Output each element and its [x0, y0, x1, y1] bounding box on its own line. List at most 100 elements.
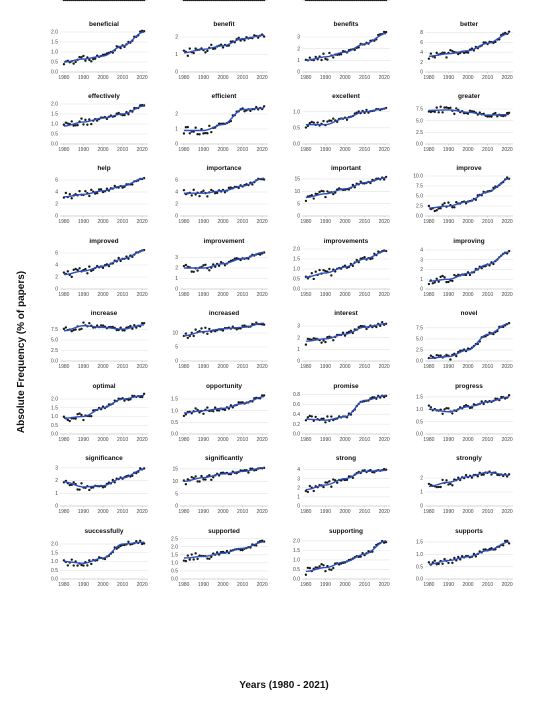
y-tick-label: 0.5 [171, 0, 178, 2]
data-point [70, 330, 73, 333]
y-tick-label: 1 [55, 0, 58, 2]
y-tick-label: 8 [420, 30, 423, 36]
data-point [99, 188, 103, 191]
x-tick-label: 2000 [462, 509, 473, 515]
data-point [437, 280, 440, 283]
data-point [135, 326, 138, 329]
x-tick-label: 1980 [178, 364, 189, 370]
data-point [243, 324, 246, 327]
data-point [357, 0, 360, 2]
y-tick-label: 1.0 [416, 407, 423, 413]
data-point [190, 194, 193, 197]
x-tick-label: 2020 [137, 292, 148, 298]
data-point [223, 408, 227, 412]
x-tick-label: 1980 [300, 582, 311, 588]
data-point [208, 269, 211, 272]
data-point [241, 548, 244, 552]
data-point [208, 0, 211, 2]
trend-line [305, 469, 387, 491]
data-point [131, 0, 134, 2]
x-tick-label: 2000 [97, 219, 108, 225]
data-point [332, 56, 335, 59]
data-point [82, 0, 85, 2]
x-tick-label: 2010 [117, 292, 128, 298]
data-point [84, 0, 87, 2]
panel-title: supporting [329, 528, 363, 535]
y-tick-label: 0.0 [51, 142, 58, 148]
y-tick-label: 0.5 [51, 423, 58, 429]
x-tick-label: 1980 [178, 75, 189, 81]
data-point [82, 54, 85, 58]
data-point [308, 484, 312, 488]
panel-title: increase [91, 310, 118, 317]
x-tick-label: 2010 [237, 292, 248, 298]
x-tick-label: 2000 [217, 75, 228, 81]
data-point [367, 0, 370, 2]
data-point [115, 45, 118, 48]
data-point [431, 282, 435, 285]
data-point [318, 268, 321, 272]
data-point [190, 0, 193, 2]
data-point [357, 110, 360, 113]
data-point [94, 57, 97, 60]
y-tick-label: 5.0 [416, 194, 423, 200]
x-tick-label: 1990 [198, 364, 209, 370]
data-point [88, 265, 91, 268]
x-tick-label: 2000 [97, 582, 108, 588]
data-point [453, 112, 456, 116]
x-tick-label: 2010 [359, 219, 370, 225]
data-point [123, 0, 126, 2]
panel-title: supported [208, 528, 240, 535]
data-point [371, 0, 374, 2]
panel-title: excellent [332, 93, 361, 100]
data-point [86, 272, 89, 275]
x-tick-label: 1980 [58, 75, 69, 81]
data-point [474, 555, 478, 558]
y-tick-label: 0.5 [293, 277, 300, 283]
data-point [345, 118, 349, 121]
x-tick-label: 1990 [78, 364, 89, 370]
data-point [192, 188, 195, 192]
x-tick-label: 2010 [237, 437, 248, 443]
data-point [121, 186, 124, 189]
data-point [445, 56, 448, 59]
data-point [451, 561, 454, 565]
y-tick-label: 1.5 [416, 395, 423, 401]
data-point [482, 548, 485, 551]
y-tick-label: 2 [55, 478, 58, 484]
y-tick-label: 15 [294, 0, 300, 2]
data-point [347, 0, 351, 2]
data-point [188, 132, 191, 135]
x-tick-label: 1980 [300, 219, 311, 225]
data-point [324, 195, 327, 199]
data-point [249, 467, 252, 470]
panel-greater: greater 0.0 2.5 5.0 7.5 1980 1990 2000 2010 2020 [416, 93, 513, 153]
x-tick-label: 1990 [198, 219, 209, 225]
data-point [184, 263, 188, 267]
x-tick-label: 2020 [502, 582, 513, 588]
data-point [382, 178, 386, 181]
data-point [310, 120, 313, 124]
trend-line [305, 394, 387, 421]
y-tick-label: 0 [420, 287, 423, 293]
panel-title: supports [455, 528, 483, 535]
panel-strongly: strongly 0 1 2 1980 1990 2000 2010 2020 [420, 455, 513, 515]
data-point [334, 0, 337, 2]
data-point [251, 183, 254, 186]
data-point [330, 119, 333, 123]
data-point [488, 115, 491, 118]
data-point [306, 416, 310, 419]
x-tick-label: 1990 [198, 509, 209, 515]
y-tick-label: 2 [175, 112, 178, 118]
y-tick-label: 1 [420, 277, 423, 283]
data-point [235, 328, 238, 331]
data-point [117, 111, 120, 115]
data-point [214, 192, 217, 195]
y-tick-label: 2.0 [51, 397, 58, 403]
y-tick-label: 4 [420, 248, 423, 254]
y-tick-label: 0 [55, 214, 58, 220]
y-tick-label: 4 [55, 0, 58, 2]
y-tick-label: 0.0 [171, 432, 178, 438]
data-point [437, 111, 440, 114]
panel-title: improvement [204, 238, 246, 245]
